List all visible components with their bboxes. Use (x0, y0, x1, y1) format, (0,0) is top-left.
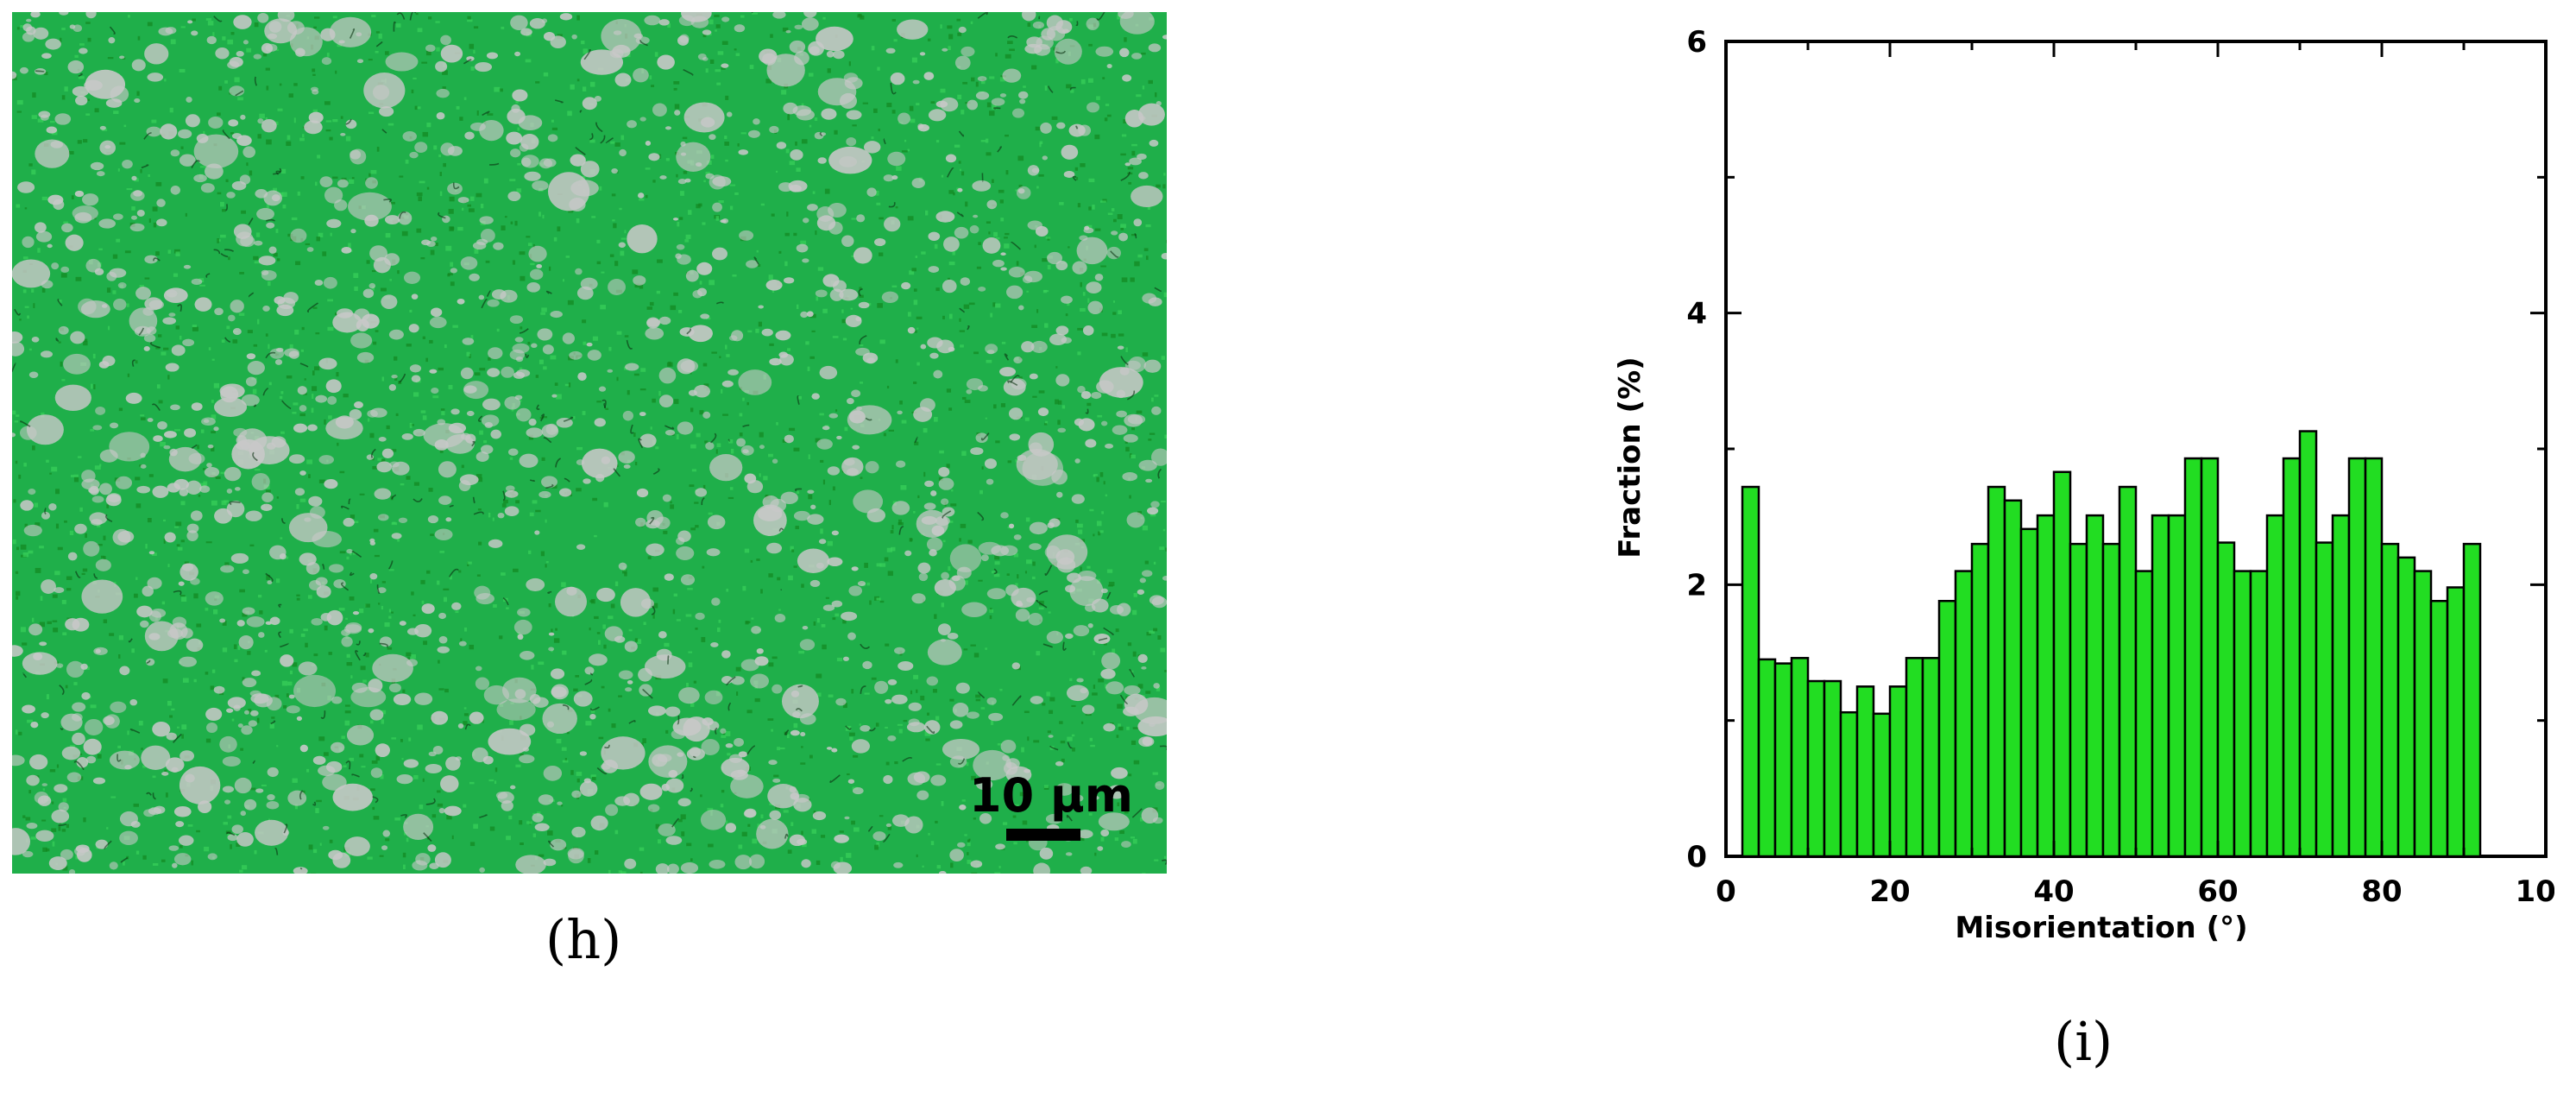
histogram-bar (2315, 541, 2334, 858)
x-tick-label: 100 (2516, 874, 2554, 909)
x-axis-title: Misorientation (°) (1955, 911, 2247, 945)
histogram-bar (1790, 657, 1810, 858)
y-tick-label: 4 (1686, 297, 1707, 331)
chart-ticks: 0 20 40 60 80 100 0 2 4 6 (1686, 25, 2554, 909)
histogram-bar (2364, 457, 2384, 858)
histogram-bar (2233, 570, 2252, 858)
histogram-bar (2462, 542, 2482, 858)
micrograph-grains (12, 12, 1167, 874)
histogram-bar (2085, 514, 2105, 858)
histogram-bar (2249, 570, 2269, 858)
grain-boundaries (12, 12, 1167, 870)
y-axis-title: Fraction (%) (1613, 357, 1647, 558)
histogram-bar (2101, 542, 2121, 858)
chart-bars (1741, 430, 2482, 858)
histogram-bar (2298, 430, 2318, 858)
x-tick-label: 40 (2033, 874, 2074, 909)
histogram-bar (1855, 685, 1875, 858)
histogram-bar (2167, 514, 2187, 858)
histogram-bar (1741, 485, 1760, 858)
histogram-bar (2118, 485, 2138, 858)
y-tick-label: 2 (1686, 568, 1707, 603)
histogram-bar (2331, 514, 2351, 858)
histogram-bar (2036, 514, 2056, 858)
histogram-bar (2003, 499, 2023, 858)
y-tick-label: 6 (1686, 25, 1707, 60)
histogram-bar (1773, 662, 1793, 858)
histogram-bar (2413, 570, 2433, 858)
x-tick-label: 60 (2197, 874, 2238, 909)
histogram-bar (2183, 457, 2203, 858)
panel-label-h: (h) (545, 908, 622, 971)
histogram-bar (2052, 470, 2072, 858)
histogram-bar (1823, 679, 1842, 858)
x-tick-label: 20 (1869, 874, 1910, 909)
histogram-bar (2216, 541, 2236, 858)
x-tick-label: 80 (2361, 874, 2402, 909)
histogram-bar (1757, 658, 1777, 858)
histogram-bar (2151, 514, 2170, 858)
histogram-bar (1970, 542, 1990, 858)
histogram-bar (2019, 527, 2039, 858)
histogram-bar (2347, 457, 2367, 858)
histogram-bar (2282, 457, 2302, 858)
scale-bar (1006, 829, 1080, 841)
histogram-bar (2069, 542, 2088, 858)
x-tick-label: 0 (1716, 874, 1736, 909)
histogram-bar (2380, 542, 2400, 858)
micrograph-image (12, 12, 1167, 874)
y-tick-label: 0 (1686, 840, 1707, 874)
grain-particles (12, 12, 1167, 874)
histogram-bar (2429, 599, 2449, 858)
histogram-bar (1921, 657, 1941, 858)
histogram-bar (1888, 685, 1908, 858)
histogram-bar (2265, 514, 2285, 858)
histogram-bar (1937, 599, 1957, 858)
panel-label-i: (i) (2054, 1010, 2113, 1073)
histogram-bar (1806, 679, 1826, 858)
histogram-bar (1905, 657, 1924, 858)
histogram-bar (2134, 570, 2154, 858)
scale-bar-label: 10 μm (969, 768, 1133, 823)
histogram-bar (1987, 485, 2006, 858)
histogram-bar (1839, 710, 1859, 858)
histogram-bar (2446, 586, 2466, 858)
histogram-bar (2396, 556, 2416, 858)
histogram-bar (1954, 570, 1974, 858)
misorientation-histogram: 0 20 40 60 80 100 0 2 4 6 Misorientation (°) Frac… (1613, 25, 2554, 945)
histogram-bar (1872, 712, 1892, 858)
histogram-bar (2200, 457, 2220, 858)
